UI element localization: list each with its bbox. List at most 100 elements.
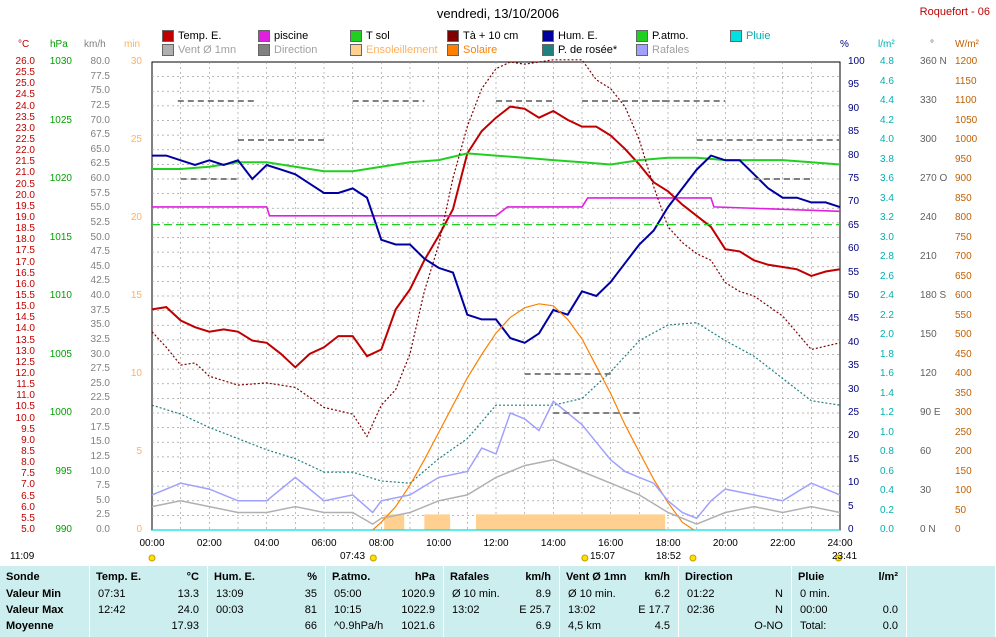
legend-swatch [447,30,459,42]
summary-column-head: Hum. E. [214,571,255,583]
legend-label: P. de rosée* [558,44,618,56]
axis-tick-pct: 15 [848,453,860,465]
legend-swatch [730,30,742,42]
axis-tick-wm2: 250 [955,426,972,438]
series-line [152,197,841,217]
summary-avg-value: O-NO [754,620,783,632]
sunrise-label: 07:43 [340,551,366,562]
axis-unit-pct: % [840,39,849,50]
axis-tick-deg: 0 N [920,524,936,535]
summary-min-value: 35 [304,588,317,600]
summary-column-head: Vent Ø 1mn [566,571,627,583]
axis-tick-kmh: 60.0 [90,173,110,184]
summary-max-time: 02:36 [687,604,715,616]
axis-tick-temp: 19.0 [15,212,35,223]
axis-tick-kmh: 47.5 [90,246,110,258]
axis-tick-temp: 22.5 [15,134,35,145]
axis-tick-pct: 90 [848,102,860,114]
summary-max-time: 12:42 [98,604,126,616]
axis-unit-temp: °C [18,39,30,50]
x-tick-label: 12:00 [483,538,508,549]
axis-tick-pct: 5 [848,500,854,512]
x-tick-label: 04:00 [254,538,279,549]
axis-tick-temp: 9.0 [21,434,35,446]
axis-tick-temp: 14.5 [15,312,35,324]
x-tick-label: 06:00 [311,538,336,549]
axis-tick-temp: 20.0 [15,189,35,201]
summary-max-time: 00:03 [216,604,244,616]
axis-tick-lm2: 2.4 [880,290,894,301]
axis-tick-temp: 24.5 [15,89,35,101]
axis-tick-hpa: 990 [55,524,72,535]
axis-tick-deg: 90 E [920,407,941,418]
axis-tick-temp: 10.5 [15,401,35,413]
legend-item: Tà + 10 cm [447,30,518,42]
axis-tick-kmh: 35.0 [90,319,110,331]
legend-item: Pluie [730,30,770,42]
axis-tick-kmh: 27.5 [90,363,110,375]
legend-label: P.atmo. [652,30,689,42]
legend-label: Temp. E. [178,30,222,42]
series-line [152,154,841,344]
axis-tick-temp: 22.0 [15,145,35,157]
summary-column: Hum. E.% 13:09 35 00:03 81 66 [208,566,326,637]
axis-tick-lm2: 4.4 [880,95,894,106]
axis-tick-kmh: 12.5 [90,450,110,462]
axis-tick-temp: 18.5 [15,223,35,235]
axis-tick-min: 10 [130,368,142,379]
summary-min-time: Ø 10 min. [568,588,616,600]
axis-tick-temp: 16.5 [15,267,35,279]
legend-item: Ensoleillement [350,44,438,56]
legend-label: Solaire [463,44,498,56]
axis-tick-pct: 35 [848,360,860,372]
axis-tick-lm2: 0.2 [880,504,894,516]
axis-tick-hpa: 995 [55,465,72,477]
page-title: vendredi, 13/10/2006 [436,6,560,21]
summary-min-time: 13:09 [216,588,244,600]
summary-column-unit: hPa [414,571,435,583]
axis-tick-temp: 17.5 [15,245,35,257]
axis-tick-kmh: 42.5 [90,275,110,287]
series-line [151,322,841,484]
axis-tick-lm2: 3.6 [880,173,894,184]
axis-tick-lm2: 1.6 [880,368,894,379]
axis-unit-kmh: km/h [84,39,106,50]
legend-swatch [258,44,270,56]
axis-tick-kmh: 52.5 [90,216,110,228]
axis-tick-hpa: 1015 [49,231,72,243]
axis-tick-deg: 360 N [920,56,947,67]
axis-tick-lm2: 1.2 [880,407,894,418]
axis-tick-lm2: 4.8 [880,56,894,67]
series-line [151,59,841,438]
axis-tick-wm2: 300 [955,407,972,418]
summary-min-value: 1020.9 [401,588,435,600]
axis-tick-lm2: 1.4 [880,387,894,399]
summary-avg-value: 17.93 [171,620,199,632]
axis-tick-kmh: 70.0 [90,114,110,126]
axis-tick-kmh: 72.5 [90,99,110,111]
legend-swatch [636,44,648,56]
axis-tick-wm2: 200 [955,446,972,457]
row-label-avg: Moyenne [6,620,54,632]
summary-min-value: 8.9 [535,588,551,600]
legend-label: Tà + 10 cm [463,30,519,42]
axis-tick-temp: 21.0 [15,167,35,179]
axis-tick-lm2: 2.2 [880,309,894,321]
axis-tick-wm2: 0 [955,524,961,535]
summary-column-head: Pluie [798,571,825,583]
axis-tick-pct: 0 [848,524,854,535]
summary-column-unit: % [307,571,317,583]
legend-swatch [258,30,270,42]
sun-marker [148,554,156,562]
axis-tick-pct: 50 [848,290,860,301]
axis-tick-lm2: 4.2 [880,114,894,126]
axis-tick-kmh: 80.0 [90,56,110,67]
summary-max-value: E 25.7 [519,604,551,616]
axis-tick-wm2: 1050 [955,114,978,126]
axis-tick-temp: 14.0 [15,323,35,335]
sunshine-bar [475,514,666,530]
axis-tick-wm2: 1150 [955,75,977,87]
axis-tick-lm2: 0.8 [880,446,894,457]
axis-tick-wm2: 350 [955,387,972,399]
axis-tick-lm2: 0.0 [880,524,894,535]
